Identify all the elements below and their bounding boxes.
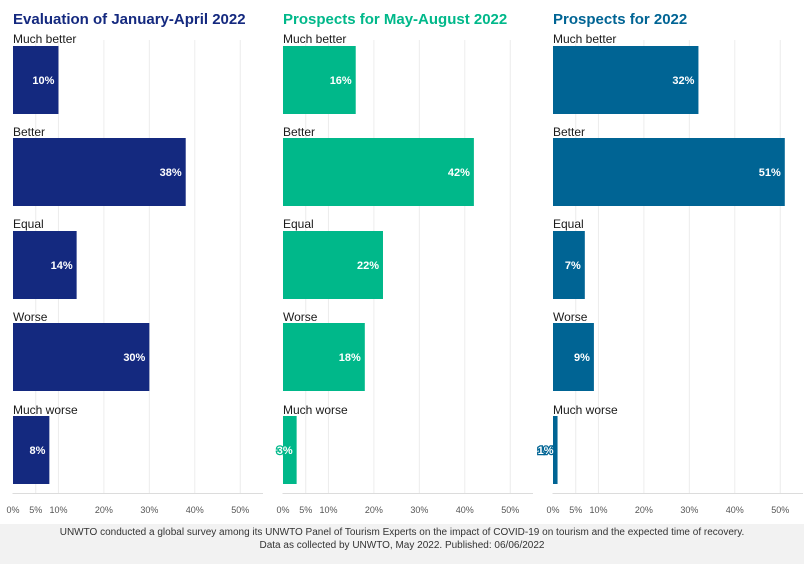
x-tick-label: 20% xyxy=(95,505,113,515)
x-tick-label: 0% xyxy=(6,505,19,515)
category-label: Much worse xyxy=(13,403,78,417)
category-label: Worse xyxy=(283,310,318,324)
category-label: Worse xyxy=(13,310,48,324)
data-label: 3% xyxy=(277,445,293,457)
data-label: 9% xyxy=(574,352,590,364)
data-label: 51% xyxy=(759,167,781,179)
footer-note: UNWTO conducted a global survey among it… xyxy=(59,527,745,538)
x-tick-label: 10% xyxy=(319,505,337,515)
data-label: 7% xyxy=(565,260,581,272)
panel-title: Prospects for May-August 2022 xyxy=(283,11,507,28)
category-label: Better xyxy=(13,125,45,139)
bar xyxy=(283,231,383,299)
bar xyxy=(553,323,594,391)
x-tick-label: 5% xyxy=(299,505,312,515)
footer-source: Data as collected by UNWTO, May 2022. Pu… xyxy=(259,539,545,551)
chart-panel-2: Prospects for May-August 2022 0% 5% 10% 20% 3… xyxy=(275,11,533,515)
x-tick-label: 30% xyxy=(410,505,428,515)
x-tick-label: 30% xyxy=(680,505,698,515)
bar xyxy=(283,138,474,206)
x-tick-label: 50% xyxy=(771,505,789,515)
data-label: 1% xyxy=(538,445,554,457)
bar xyxy=(13,416,50,484)
x-tick-label: 40% xyxy=(726,505,744,515)
category-label: Equal xyxy=(553,217,584,231)
x-tick-label: 10% xyxy=(589,505,607,515)
x-tick-label: 5% xyxy=(569,505,582,515)
bar xyxy=(13,138,186,206)
category-label: Better xyxy=(283,125,315,139)
data-label: 22% xyxy=(357,260,379,272)
bar xyxy=(283,46,356,114)
bar xyxy=(283,416,297,484)
category-label: Worse xyxy=(553,310,588,324)
panel-title: Evaluation of January-April 2022 xyxy=(13,11,246,28)
bar xyxy=(553,416,558,484)
data-label: 18% xyxy=(339,352,361,364)
x-tick-label: 0% xyxy=(276,505,289,515)
data-label: 38% xyxy=(160,167,182,179)
chart-svg: Evaluation of January-April 2022 0% 5% 10% 2… xyxy=(6,11,803,515)
panel-title: Prospects for 2022 xyxy=(553,11,687,28)
chart-panel-3: Prospects for 2022 0% 5% 10% 20% 30% 40% 50% Muc… xyxy=(536,11,803,515)
bar xyxy=(553,231,585,299)
data-label: 10% xyxy=(32,75,54,87)
data-label: 30% xyxy=(123,352,145,364)
x-tick-label: 30% xyxy=(140,505,158,515)
bar xyxy=(553,138,785,206)
x-tick-label: 10% xyxy=(49,505,67,515)
x-tick-label: 20% xyxy=(635,505,653,515)
data-label: 32% xyxy=(672,75,694,87)
category-label: Equal xyxy=(13,217,44,231)
category-label: Better xyxy=(553,125,585,139)
x-tick-label: 20% xyxy=(365,505,383,515)
category-label: Much better xyxy=(283,32,346,46)
category-label: Much worse xyxy=(553,403,618,417)
data-label: 42% xyxy=(448,167,470,179)
x-tick-label: 40% xyxy=(456,505,474,515)
bar xyxy=(13,231,77,299)
x-tick-label: 50% xyxy=(231,505,249,515)
chart-panel-1: Evaluation of January-April 2022 0% 5% 10% 2… xyxy=(6,11,263,515)
category-label: Equal xyxy=(283,217,314,231)
chart-footer: UNWTO conducted a global survey among it… xyxy=(0,524,804,564)
category-label: Much better xyxy=(13,32,76,46)
x-tick-label: 0% xyxy=(546,505,559,515)
x-tick-label: 40% xyxy=(186,505,204,515)
bar xyxy=(13,46,59,114)
category-label: Much better xyxy=(553,32,616,46)
data-label: 16% xyxy=(330,75,352,87)
bar xyxy=(553,46,699,114)
data-label: 14% xyxy=(51,260,73,272)
data-label: 8% xyxy=(29,445,45,457)
x-tick-label: 50% xyxy=(501,505,519,515)
x-tick-label: 5% xyxy=(29,505,42,515)
bar xyxy=(283,323,365,391)
bar xyxy=(13,323,150,391)
category-label: Much worse xyxy=(283,403,348,417)
